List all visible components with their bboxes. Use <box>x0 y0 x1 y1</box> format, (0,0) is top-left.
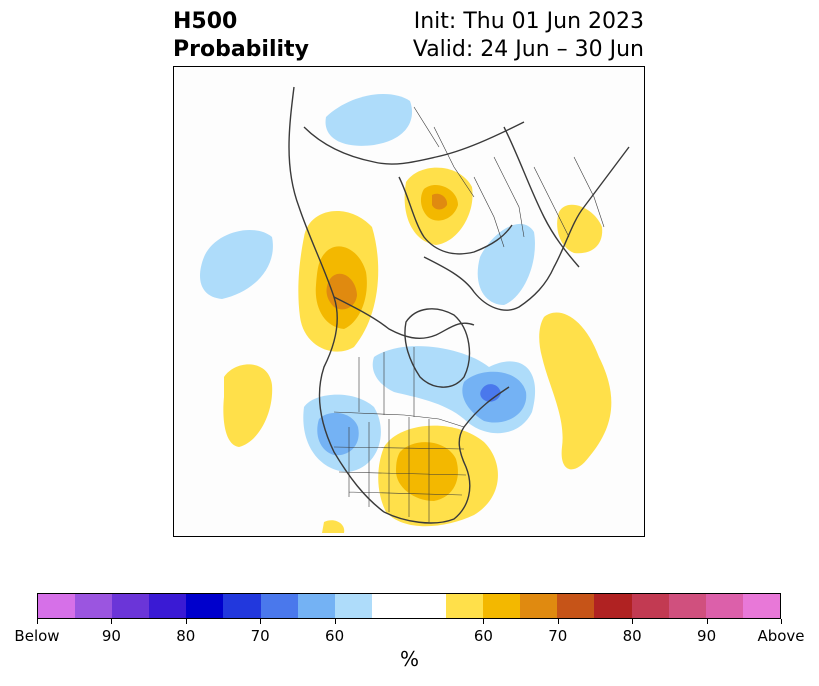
colorbar-segment <box>334 594 372 618</box>
colorbar-tick-label: Above <box>757 627 805 645</box>
probability-shading <box>199 94 612 533</box>
colorbar-segment <box>668 594 706 618</box>
colorbar-segment <box>371 594 447 618</box>
colorbar-segment <box>38 594 76 618</box>
colorbar-ticks: Below 90 80 70 60 60 70 80 90 Above <box>14 619 805 649</box>
colorbar-segment <box>297 594 335 618</box>
canada-province-lines <box>358 347 415 417</box>
atlantic-below-80 <box>480 384 501 402</box>
colorbar-tick-mark <box>37 619 38 624</box>
colorbar-segment <box>223 594 261 618</box>
arctic-below-60 <box>325 94 413 146</box>
atlantic-above-60 <box>539 312 612 470</box>
colorbar-tick-mark <box>483 619 485 624</box>
coastlines <box>288 86 630 524</box>
colorbar-tick-label: Below <box>14 627 60 645</box>
eastus-above-70 <box>396 442 458 501</box>
eurasia-coast <box>423 146 630 311</box>
europe-coast <box>398 176 513 255</box>
colorbar-segment <box>520 594 558 618</box>
colorbar-tick-label: 60 <box>473 627 493 645</box>
colorbar-tick-mark <box>111 619 113 624</box>
westus-below-70 <box>317 412 359 456</box>
init-date: Init: Thu 01 Jun 2023 <box>413 9 644 34</box>
japan-above-60 <box>557 204 603 254</box>
title-line-2: Probability <box>173 37 309 62</box>
asia-north-coast <box>303 121 525 165</box>
colorbar-tick-label: 90 <box>697 627 717 645</box>
chart-title: H500 Probability <box>173 8 309 64</box>
map-svg <box>199 86 630 533</box>
canada-arctic-coast <box>333 296 475 339</box>
colorbar-segment <box>149 594 187 618</box>
colorbar-tick-mark <box>185 619 187 624</box>
colorbar-tick-mark <box>781 619 782 624</box>
colorbar-segment <box>186 594 224 618</box>
colorbar-units: % <box>399 647 419 671</box>
colorbar-segment <box>742 594 780 618</box>
political-borders <box>333 106 605 522</box>
forecast-dates: Init: Thu 01 Jun 2023 Valid: 24 Jun – 30… <box>413 8 644 64</box>
colorbar <box>37 593 781 619</box>
russia-below-60 <box>477 223 535 305</box>
probability-map <box>173 66 645 537</box>
colorbar-tick-label: 70 <box>548 627 568 645</box>
colorbar-segment <box>594 594 632 618</box>
colorbar-tick-label: 60 <box>325 627 345 645</box>
colorbar-tick-label: 80 <box>176 627 196 645</box>
pacific-below-60 <box>199 229 273 299</box>
colorbar-tick-label: 90 <box>101 627 121 645</box>
midpacific-above-60 <box>223 364 273 447</box>
colorbar-segment <box>75 594 113 618</box>
colorbar-segment <box>483 594 521 618</box>
caribbean-above-60 <box>322 520 345 533</box>
colorbar-tick-mark <box>260 619 262 624</box>
colorbar-tick-mark <box>706 619 708 624</box>
title-line-1: H500 <box>173 9 238 34</box>
valid-dates: Valid: 24 Jun – 30 Jun <box>412 37 644 62</box>
colorbar-segment <box>557 594 595 618</box>
asia-interior <box>503 126 580 268</box>
colorbar-tick-mark <box>557 619 559 624</box>
colorbar-segment <box>705 594 743 618</box>
us-canada-border <box>333 411 465 428</box>
greenland-coast <box>404 308 471 388</box>
colorbar-tick-label: 80 <box>622 627 642 645</box>
colorbar-tick-mark <box>632 619 634 624</box>
colorbar-tick-label: 70 <box>250 627 270 645</box>
colorbar-segment <box>112 594 150 618</box>
europe-above-80 <box>432 193 448 210</box>
north-america-coast <box>288 86 510 524</box>
eurasia-country-lines <box>413 106 605 248</box>
colorbar-tick-mark <box>334 619 336 624</box>
colorbar-segment <box>446 594 484 618</box>
colorbar-segment <box>260 594 298 618</box>
us-state-lines <box>333 417 467 522</box>
colorbar-segment <box>631 594 669 618</box>
alaska-above-80 <box>326 273 357 310</box>
